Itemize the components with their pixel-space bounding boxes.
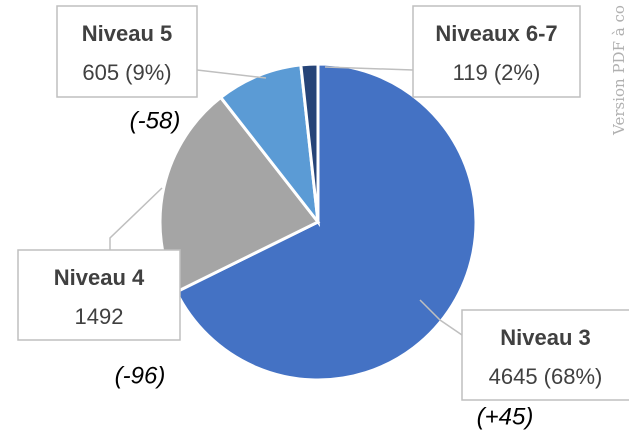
pie-slice <box>218 63 321 228</box>
leader-line <box>109 187 163 250</box>
label-name: Niveau 3 <box>500 325 591 350</box>
annotation: (+45) <box>477 403 534 430</box>
label-value: 1492 <box>75 304 124 329</box>
label-name: Niveau 4 <box>54 265 145 290</box>
label-box <box>56 5 198 98</box>
leader-line <box>196 69 267 79</box>
label-box <box>461 309 629 401</box>
pie-slice <box>174 62 478 382</box>
pie-slice <box>299 62 320 223</box>
leader-line <box>419 299 463 336</box>
label-box <box>412 5 581 98</box>
label-value: 605 (9%) <box>82 60 171 85</box>
label-name: Niveaux 6-7 <box>435 21 557 46</box>
label-value: 119 (2%) <box>453 60 541 85</box>
annotation: (-96) <box>115 362 166 389</box>
leader-line <box>324 66 414 71</box>
watermark: Version PDF à co <box>610 5 628 136</box>
label-name: Niveau 5 <box>82 21 173 46</box>
label-value: 4645 (68%) <box>489 364 603 389</box>
label-box <box>17 249 181 341</box>
annotation: (-58) <box>130 107 181 134</box>
